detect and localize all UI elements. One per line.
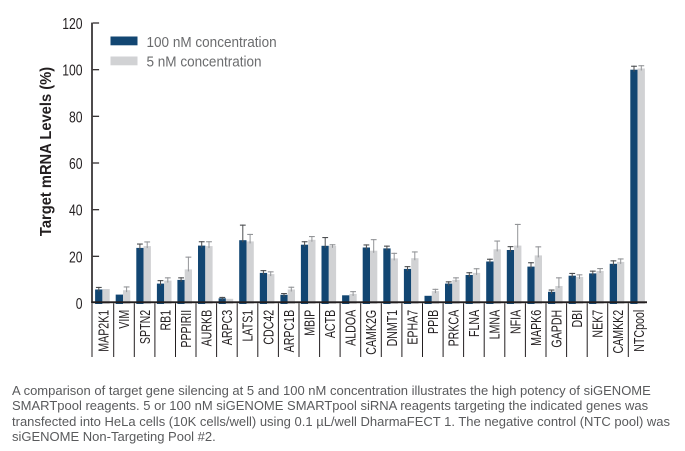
svg-text:20: 20 <box>69 248 83 266</box>
svg-text:Target mRNA Levels (%): Target mRNA Levels (%) <box>38 67 56 236</box>
svg-text:RB1: RB1 <box>157 310 174 331</box>
svg-text:PRKCA: PRKCA <box>445 310 462 347</box>
svg-text:AURKB: AURKB <box>198 310 215 347</box>
svg-text:80: 80 <box>69 108 83 126</box>
svg-text:DNMT1: DNMT1 <box>383 310 400 347</box>
svg-text:LATS1: LATS1 <box>239 310 256 342</box>
svg-text:MBIP: MBIP <box>301 310 318 336</box>
svg-text:5 nM concentration: 5 nM concentration <box>147 54 262 71</box>
svg-text:NFIA: NFIA <box>506 310 523 334</box>
svg-text:ARPC3: ARPC3 <box>218 310 235 345</box>
svg-text:100: 100 <box>62 61 82 79</box>
svg-text:GAPDH: GAPDH <box>548 310 565 348</box>
svg-text:0: 0 <box>76 294 83 312</box>
svg-text:100 nM concentration: 100 nM concentration <box>147 34 277 51</box>
svg-text:MAP2K1: MAP2K1 <box>95 310 112 352</box>
svg-text:NTCpool: NTCpool <box>630 310 647 352</box>
svg-text:DBI: DBI <box>568 310 585 328</box>
svg-text:FLNA: FLNA <box>465 310 482 337</box>
svg-text:CAMK2G: CAMK2G <box>362 310 379 355</box>
svg-text:VIM: VIM <box>115 310 132 329</box>
svg-text:CAMKK2: CAMKK2 <box>609 310 626 354</box>
svg-text:EPHA7: EPHA7 <box>404 310 421 345</box>
svg-text:ALDOA: ALDOA <box>342 310 359 346</box>
svg-text:40: 40 <box>69 201 83 219</box>
svg-text:CDC42: CDC42 <box>259 310 276 345</box>
svg-text:120: 120 <box>62 14 82 32</box>
svg-text:PPIB: PPIB <box>424 310 441 334</box>
svg-text:ARPC1B: ARPC1B <box>280 310 297 353</box>
svg-text:60: 60 <box>69 154 83 172</box>
svg-text:SPTN2: SPTN2 <box>136 310 153 344</box>
svg-text:NEK7: NEK7 <box>589 310 606 338</box>
svg-text:ACTB: ACTB <box>321 310 338 339</box>
svg-text:LMNA: LMNA <box>486 310 503 340</box>
svg-text:MAPK6: MAPK6 <box>527 310 544 346</box>
svg-text:PPPIRII: PPPIRII <box>177 310 194 348</box>
